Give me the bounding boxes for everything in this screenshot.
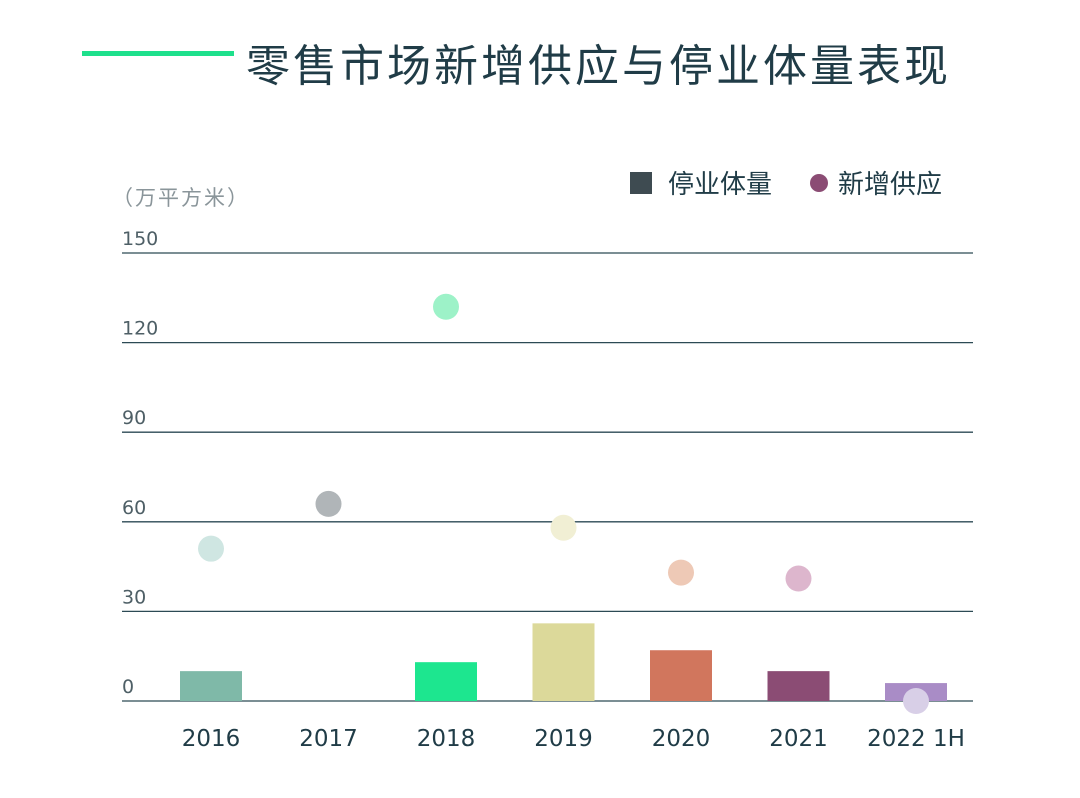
legend-swatch-bar <box>630 171 652 194</box>
bar <box>415 662 477 701</box>
y-tick-label: 150 <box>122 228 158 250</box>
dot <box>903 688 929 714</box>
bar <box>650 650 712 701</box>
dot <box>668 559 694 586</box>
y-tick-label: 0 <box>122 676 134 698</box>
dot <box>550 514 577 541</box>
title-accent-line <box>82 51 234 56</box>
legend-swatch-dot <box>810 173 829 192</box>
legend-label-bar: 停业体量 <box>668 170 773 200</box>
x-tick-label: 2016 <box>182 726 241 752</box>
legend-label-dot: 新增供应 <box>838 170 943 200</box>
bar <box>767 671 830 701</box>
chart-title: 零售市场新增供应与停业体量表现 <box>246 41 951 92</box>
y-tick-label: 60 <box>122 497 146 519</box>
x-tick-label: 2017 <box>299 726 358 752</box>
bar <box>180 671 242 701</box>
x-tick-label: 2019 <box>534 726 593 752</box>
legend: 停业体量 新增供应 <box>630 164 942 201</box>
y-axis-unit: （万平方米） <box>112 186 250 210</box>
y-tick-label: 30 <box>122 586 146 608</box>
bar <box>532 623 595 701</box>
y-tick-label: 120 <box>122 318 158 340</box>
x-tick-label: 2021 <box>769 726 828 752</box>
dot <box>433 293 459 320</box>
dot <box>785 565 812 592</box>
x-tick-label: 2018 <box>417 726 476 752</box>
dot <box>198 535 224 562</box>
y-tick-label: 90 <box>122 407 146 429</box>
x-tick-label: 2020 <box>652 726 711 752</box>
x-tick-label: 2022 1H <box>867 726 965 752</box>
dot <box>315 490 342 517</box>
